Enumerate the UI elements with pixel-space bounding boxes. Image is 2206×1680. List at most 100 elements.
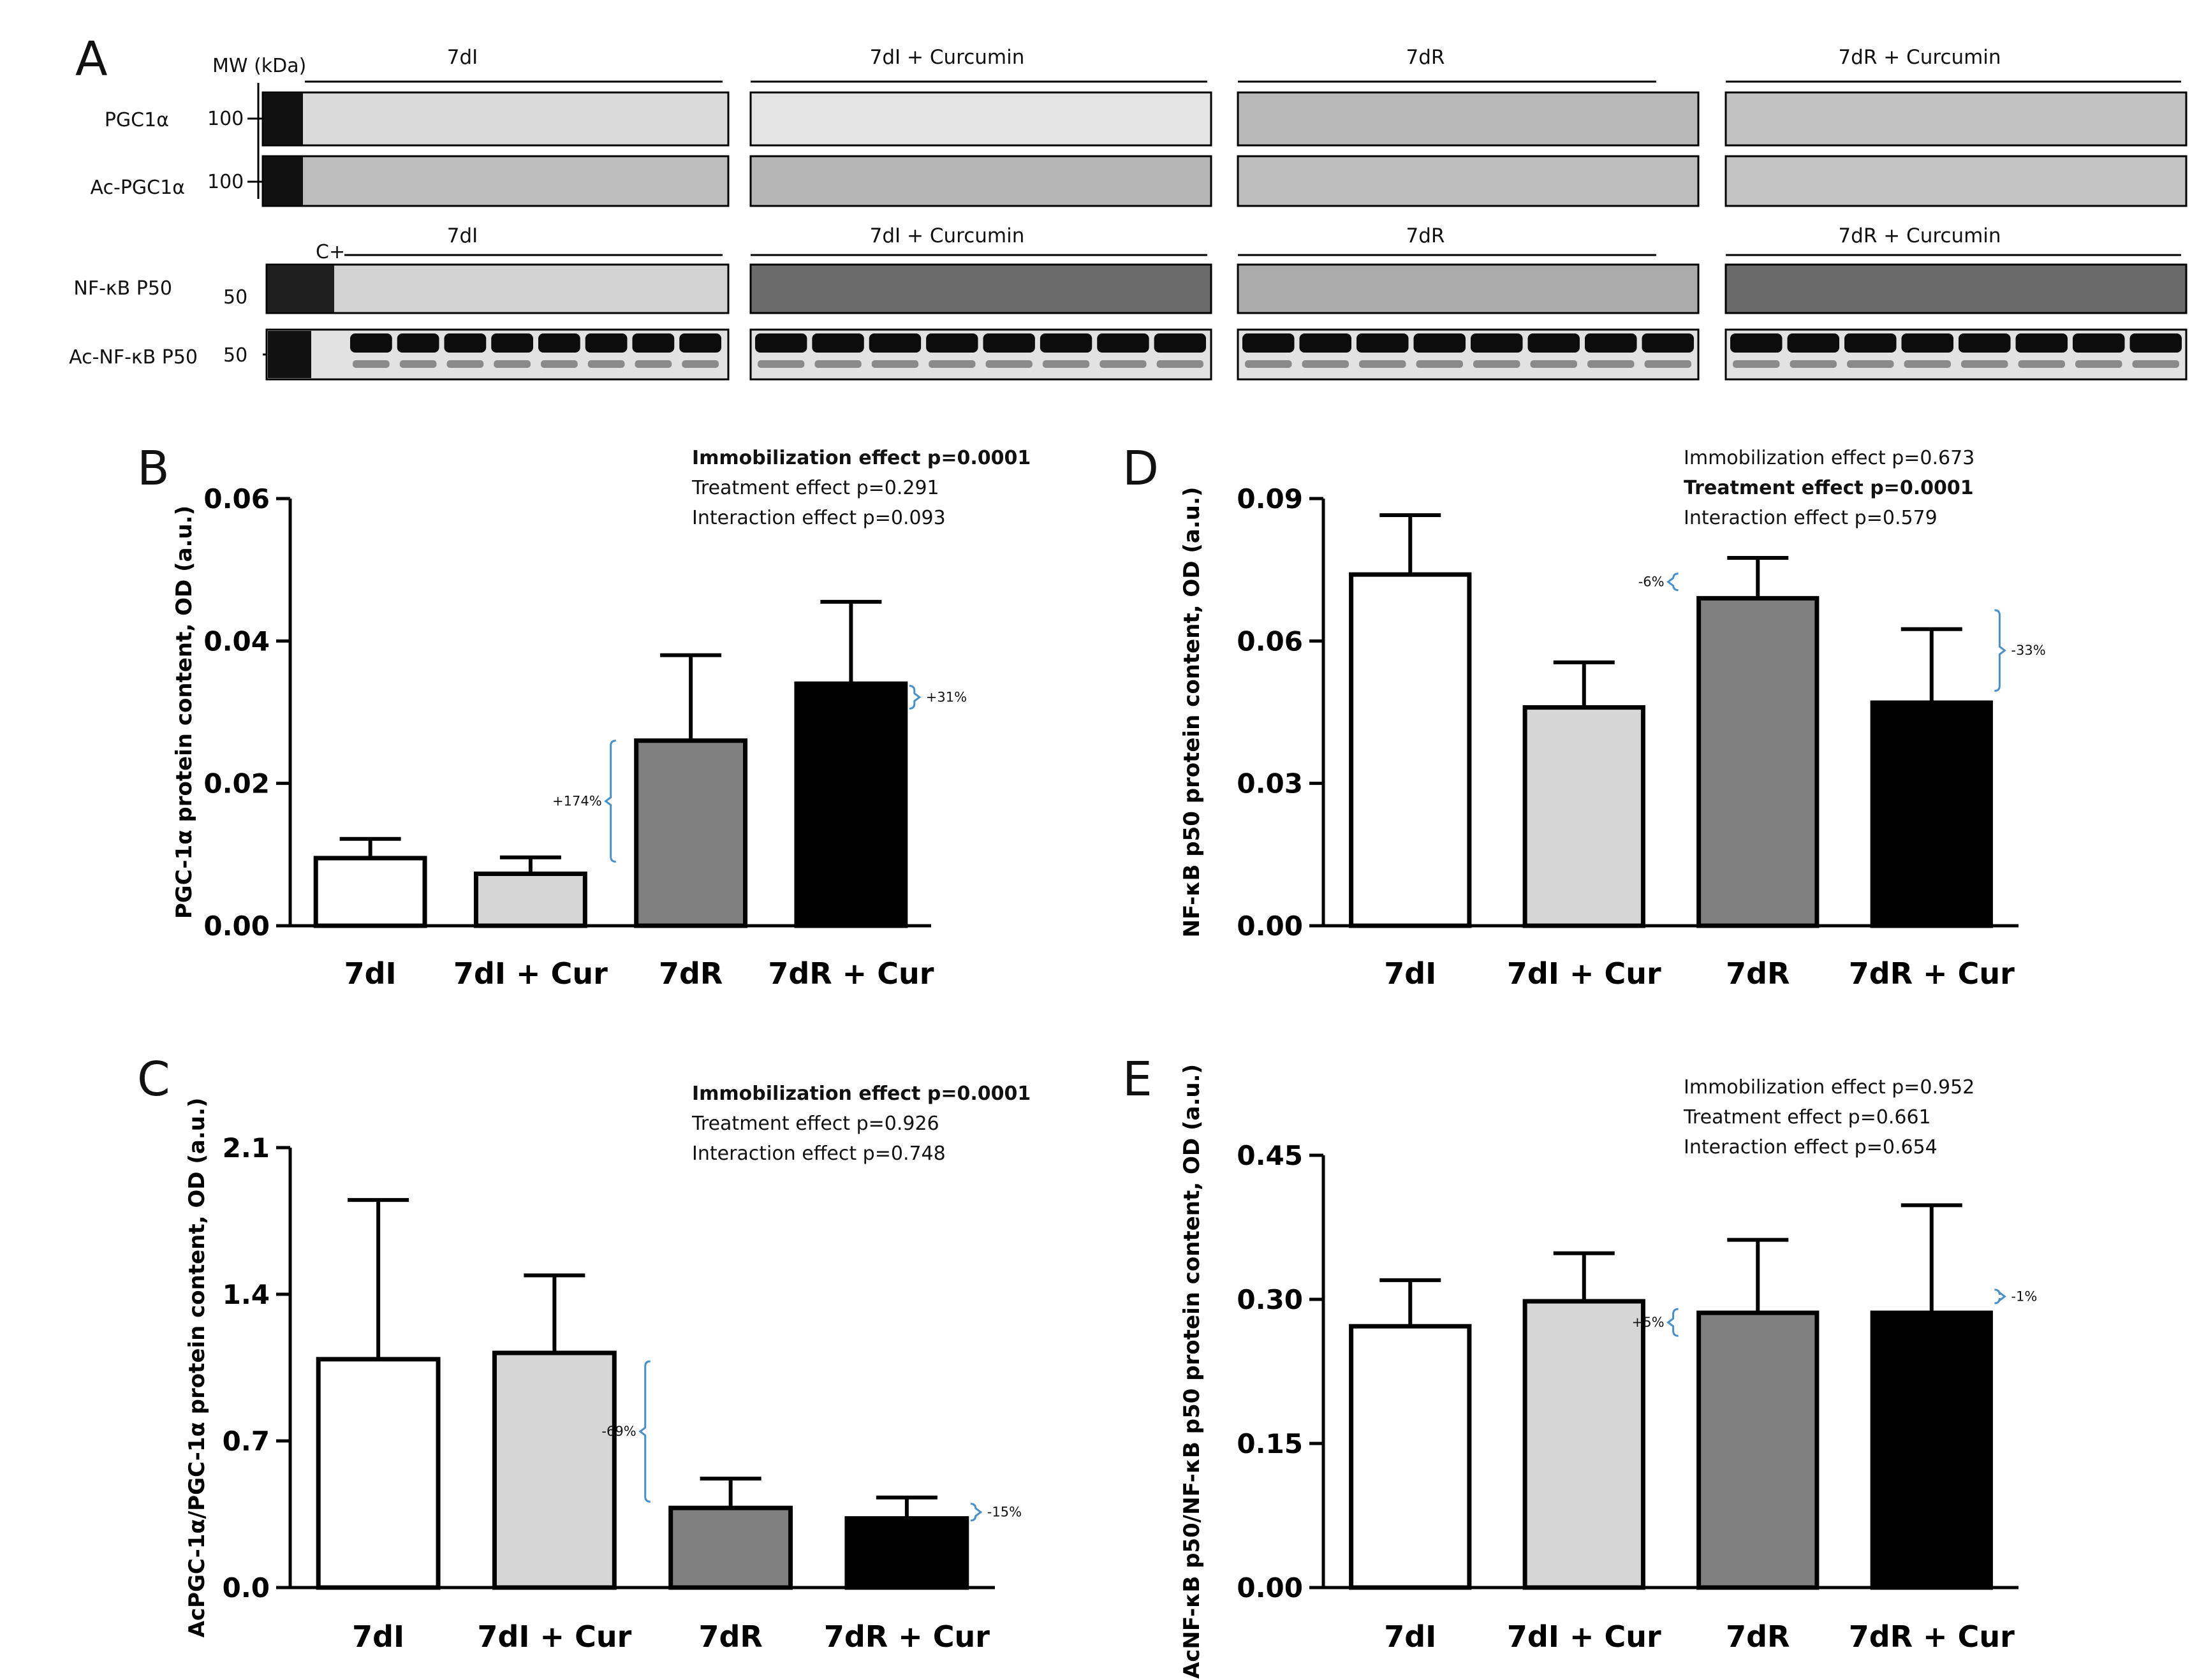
- protein-band: [2129, 333, 2182, 353]
- stat-annotation: Interaction effect p=0.579: [1684, 507, 1938, 529]
- protein-band: [1527, 333, 1580, 353]
- change-bracket: [1666, 573, 1679, 592]
- protein-band: [538, 333, 580, 353]
- change-bracket: [604, 740, 616, 863]
- bar: [794, 681, 908, 928]
- protein-band: [1733, 360, 1780, 368]
- y-axis-label: AcPGC-1α/PGC-1α protein content, OD (a.u…: [184, 1098, 210, 1638]
- marker-lane: [267, 265, 334, 312]
- x-category-label: 7dR + Cur: [1849, 1619, 2015, 1654]
- x-category-label: 7dR + Cur: [768, 956, 934, 991]
- blot-band-strip: [1237, 263, 1700, 314]
- bar: [1349, 572, 1472, 928]
- y-tick-label: 0.00: [203, 910, 270, 942]
- protein-band: [2073, 333, 2125, 353]
- change-bracket: [970, 1503, 983, 1522]
- x-category-label: 7dI + Cur: [1507, 956, 1661, 991]
- blot-group-label: 7dI: [447, 224, 478, 247]
- mw-marker: 100: [207, 171, 244, 193]
- y-tick-label: 2.1: [223, 1132, 270, 1164]
- protein-band: [926, 333, 978, 353]
- mw-marker: 100: [207, 108, 244, 130]
- x-category-label: 7dI: [1384, 1619, 1436, 1654]
- chart-panel-c: C 0.0 0.7 1.4 2.1 AcPGC-1α/PGC-1α protein con…: [137, 1052, 1031, 1654]
- bar: [1696, 1310, 1820, 1590]
- change-bracket: [1666, 1308, 1679, 1337]
- bar: [492, 1350, 617, 1590]
- blot-band-strip: [1724, 91, 2188, 147]
- blot-band-strip: [749, 155, 1212, 207]
- protein-band: [1644, 360, 1691, 368]
- marker-lane: [263, 93, 303, 145]
- stat-annotation: Immobilization effect p=0.673: [1684, 447, 1974, 469]
- bar: [844, 1516, 969, 1590]
- y-tick-label: 0.03: [1237, 768, 1303, 800]
- protein-band: [2132, 360, 2179, 368]
- x-category-label: 7dR + Cur: [1849, 956, 2015, 991]
- y-tick-label: 0.7: [223, 1426, 270, 1457]
- protein-band: [1959, 333, 2011, 353]
- protein-band: [491, 333, 533, 353]
- marker-lane: [263, 157, 303, 205]
- protein-band: [1642, 333, 1694, 353]
- blot-band-strip: [1724, 155, 2188, 207]
- protein-band: [1901, 333, 1953, 353]
- blot-group-label: 7dR: [1406, 224, 1445, 247]
- mw-marker: 50: [223, 286, 247, 309]
- bar: [1870, 700, 1993, 928]
- chart-panel-d: D 0.00 0.03 0.06 0.09 NF-κB p50 protein conte…: [1122, 441, 2046, 991]
- panel-letter: C: [137, 1052, 170, 1107]
- blot-band-strip: [1237, 155, 1700, 207]
- protein-band: [1961, 360, 2008, 368]
- protein-band: [985, 360, 1033, 368]
- y-tick-label: 0.15: [1237, 1428, 1303, 1459]
- protein-band: [814, 360, 862, 368]
- change-bracket: [1994, 1289, 2006, 1304]
- protein-band: [1299, 333, 1351, 353]
- protein-band: [1585, 333, 1637, 353]
- protein-band: [1154, 333, 1206, 353]
- protein-band: [1302, 360, 1349, 368]
- protein-band: [1530, 360, 1577, 368]
- x-category-label: 7dI + Cur: [1507, 1619, 1661, 1654]
- y-tick-label: 0.30: [1237, 1284, 1303, 1315]
- y-tick-label: 0.00: [1237, 910, 1303, 942]
- bar: [634, 738, 748, 928]
- protein-band: [1471, 333, 1523, 353]
- y-axis-label: NF-κB p50 protein content, OD (a.u.): [1179, 487, 1205, 938]
- x-category-label: 7dR: [1726, 956, 1790, 991]
- stat-annotation: Immobilization effect p=0.0001: [692, 447, 1031, 469]
- bar: [473, 871, 587, 928]
- protein-band: [755, 333, 807, 353]
- percent-change-label: -15%: [987, 1505, 1022, 1520]
- panel-letter-a: A: [75, 32, 108, 87]
- x-category-label: 7dR: [1726, 1619, 1790, 1654]
- bar: [1696, 595, 1820, 928]
- protein-band: [494, 360, 531, 368]
- protein-band: [2075, 360, 2122, 368]
- y-tick-label: 0.06: [1237, 625, 1303, 657]
- protein-band: [1357, 333, 1409, 353]
- blot-row-label: Ac-PGC1α: [91, 177, 185, 199]
- x-category-label: 7dI + Cur: [453, 956, 608, 991]
- blot-band-strip: [749, 263, 1212, 314]
- panel-letter: E: [1122, 1052, 1152, 1107]
- protein-band: [1587, 360, 1635, 368]
- protein-band: [1242, 333, 1295, 353]
- y-tick-label: 0.02: [203, 768, 270, 800]
- percent-change-label: -33%: [2011, 643, 2045, 658]
- protein-band: [983, 333, 1035, 353]
- bar: [1349, 1324, 1472, 1590]
- protein-band: [635, 360, 672, 368]
- blot-row-label: NF-κB P50: [73, 277, 172, 300]
- bar: [316, 1357, 441, 1590]
- y-tick-label: 0.06: [203, 483, 270, 515]
- protein-band: [1099, 360, 1147, 368]
- protein-band: [399, 360, 437, 368]
- protein-band: [2018, 360, 2065, 368]
- percent-change-label: +174%: [552, 794, 602, 809]
- ac-nfkb-bands: [268, 331, 2182, 378]
- protein-band: [587, 360, 625, 368]
